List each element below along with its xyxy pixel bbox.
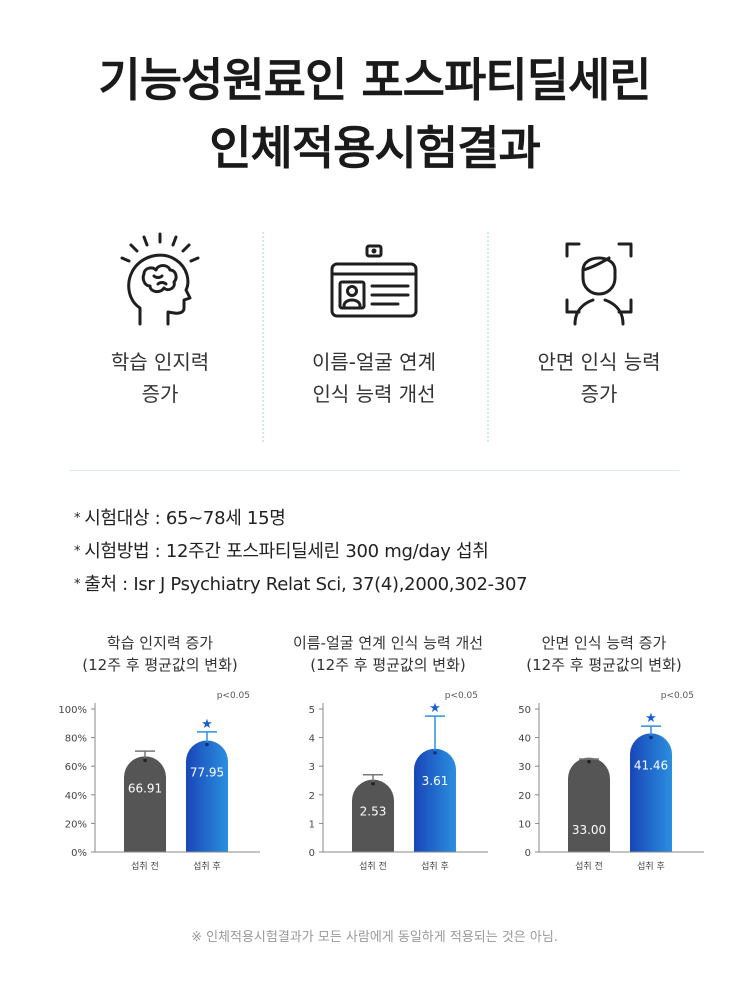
significance-star: ★	[201, 717, 213, 732]
y-tick-label: 40%	[65, 791, 87, 802]
page-title-line1: 기능성원료인 포스파티딜세린	[98, 53, 651, 107]
significance-star: ★	[429, 701, 441, 716]
value-label: 2.53	[360, 805, 387, 819]
feature-learning-line1: 학습 인지력	[110, 350, 210, 374]
face-scan-icon	[565, 242, 633, 326]
y-tick-label: 20%	[65, 819, 87, 830]
y-tick-label: 30	[518, 762, 531, 773]
y-tick-label: 50	[518, 705, 531, 716]
note-subjects: * 시험대상 : 65~78세 15명	[74, 508, 286, 529]
feature-face-recognition-line2: 증가	[580, 382, 618, 406]
page-title-line2: 인체적용시험결과	[209, 121, 541, 175]
feature-learning-line2: 증가	[141, 382, 179, 406]
bar	[414, 748, 456, 852]
y-tick-label: 40	[518, 734, 531, 745]
feature-name-face-line1: 이름-얼굴 연계	[312, 350, 436, 374]
chart-subtitle: (12주 후 평균값의 변화)	[310, 656, 466, 674]
feature-learning: 학습 인지력 증가	[60, 228, 260, 410]
bar	[124, 756, 166, 852]
note-method: * 시험방법 : 12주간 포스파티딜세린 300 mg/day 섭취	[74, 541, 489, 562]
y-tick-label: 0	[309, 848, 315, 859]
y-tick-label: 4	[309, 734, 315, 745]
value-label: 77.95	[190, 766, 224, 780]
significance-label: p<0.05	[445, 691, 478, 701]
category-label: 섭취 전	[359, 861, 387, 872]
y-tick-label: 0	[525, 848, 531, 859]
bar	[186, 740, 228, 852]
significance-label: p<0.05	[217, 691, 250, 701]
chart-name-face-plot: p<0.05 0 1 2 3 4 5 2.53 섭취 전 ★ 3.61 섭취 후	[309, 691, 488, 872]
error-dot	[649, 735, 653, 740]
y-tick-label: 0%	[71, 848, 87, 859]
chart-subtitle: (12주 후 평균값의 변화)	[82, 656, 238, 674]
section-divider	[70, 470, 680, 471]
error-dot	[587, 759, 591, 764]
chart-face-recognition-plot: p<0.05 0 10 20 30 40 50 33.00 섭취 전 ★ 41.46 섭취 후	[518, 691, 704, 872]
value-label: 3.61	[422, 774, 449, 788]
y-tick-label: 1	[309, 819, 315, 830]
error-dot	[371, 781, 375, 786]
significance-label: p<0.05	[661, 691, 694, 701]
category-label: 섭취 후	[637, 861, 665, 872]
y-tick-label: 20	[518, 791, 531, 802]
category-label: 섭취 전	[575, 861, 603, 872]
feature-divider	[487, 232, 489, 442]
value-label: 33.00	[572, 823, 606, 837]
note-source: * 출처 : Isr J Psychiatry Relat Sci, 37(4),…	[74, 574, 528, 595]
bar	[568, 757, 610, 852]
chart-subtitle: (12주 후 평균값의 변화)	[526, 656, 682, 674]
y-tick-label: 5	[309, 705, 315, 716]
y-tick-label: 100%	[58, 705, 87, 716]
error-dot	[143, 758, 147, 763]
feature-name-face-line2: 인식 능력 개선	[312, 382, 436, 406]
feature-name-face: 이름-얼굴 연계 인식 능력 개선	[274, 228, 474, 410]
feature-divider	[262, 232, 264, 442]
chart-learning-plot: p<0.05 0% 20% 40% 60% 80% 100% 66.91 섭취 전 ★ 77.95 섭…	[58, 691, 260, 872]
study-notes: * 시험대상 : 65~78세 15명 * 시험방법 : 12주간 포스파티딜세린 …	[74, 502, 528, 601]
y-tick-label: 2	[309, 791, 315, 802]
y-tick-label: 10	[518, 819, 531, 830]
y-tick-label: 60%	[65, 762, 87, 773]
brain-head-icon	[120, 232, 200, 326]
feature-face-recognition-line1: 안면 인식 능력	[537, 350, 661, 374]
bar	[630, 733, 672, 852]
category-label: 섭취 후	[193, 861, 221, 872]
value-label: 41.46	[634, 758, 668, 772]
error-dot	[433, 750, 437, 755]
chart-title: 이름-얼굴 연계 인식 능력 개선	[292, 634, 484, 652]
category-label: 섭취 후	[421, 861, 449, 872]
value-label: 66.91	[128, 781, 162, 795]
chart-title: 학습 인지력 증가	[106, 634, 214, 652]
chart-name-face: 이름-얼굴 연계 인식 능력 개선 (12주 후 평균값의 변화) p<0.05…	[278, 632, 498, 882]
feature-face-recognition: 안면 인식 능력 증가	[499, 228, 699, 410]
y-tick-label: 80%	[65, 734, 87, 745]
category-label: 섭취 전	[131, 861, 159, 872]
chart-face-recognition: 안면 인식 능력 증가 (12주 후 평균값의 변화) p<0.05 0 10 20 3…	[494, 632, 714, 882]
footnote: ※ 인체적용시험결과가 모든 사람에게 동일하게 적용되는 것은 아님.	[191, 930, 558, 945]
y-tick-label: 3	[309, 762, 315, 773]
bar	[352, 779, 394, 852]
chart-title: 안면 인식 능력 증가	[541, 634, 667, 652]
chart-learning: 학습 인지력 증가 (12주 후 평균값의 변화) p<0.05 0% 20% 40%…	[50, 632, 270, 882]
error-dot	[205, 742, 209, 747]
significance-star: ★	[645, 711, 657, 726]
id-card-icon	[330, 244, 418, 318]
